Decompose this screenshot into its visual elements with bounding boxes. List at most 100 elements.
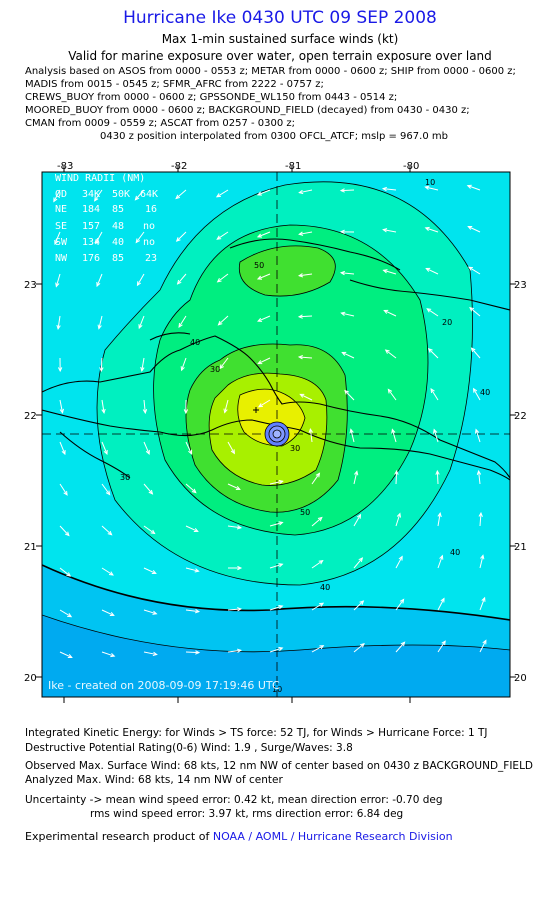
wind-arrow-shaft [299,189,313,194]
wind-arrow-head [382,269,388,274]
wind-arrow-shaft [95,231,103,244]
wind-arrow-shaft [143,609,157,615]
map-subtitle: Max 1-min sustained surface winds (kt) [161,32,399,46]
wind-arrow-shaft [437,598,445,611]
wind-arrow-head [387,388,393,394]
wind-arrow-shaft [217,273,229,283]
wind-arrow-head [433,428,438,434]
wind-arrow-shaft [385,349,397,359]
wind-arrow-head [180,366,185,372]
wind-arrow-head [152,651,158,657]
contour-68kt [237,388,306,447]
wind-arrow-head [110,653,116,658]
wind-arrow-shaft [185,567,199,572]
wind-radii-cell: 85 [112,204,124,215]
map-frame [41,171,511,698]
wind-arrow-head [140,366,145,372]
wind-arrow-shaft [353,600,364,611]
wind-arrow-shaft [269,480,283,485]
wind-arrow-shaft [94,189,103,202]
wind-arrow-head [256,233,262,238]
wind-arrow-head [441,640,446,646]
contour-label: 40 [480,388,490,397]
storm-center-marker [253,407,290,447]
wind-arrow-shaft [311,473,320,485]
wind-arrow-head [136,281,142,287]
wind-arrow-shaft [350,429,355,443]
wind-arrow-head [237,565,243,571]
wind-arrow-head [298,189,304,195]
wind-arrow-head [308,427,313,434]
wind-radii-cell: no [143,237,155,248]
lon-tick-label: -83 [57,161,73,172]
wind-arrow-head [194,568,200,573]
wind-arrow-shaft [473,388,481,401]
wind-radii-quadrant: NW [55,253,68,264]
wind-arrow-head [176,279,182,285]
wind-arrow-head [319,645,325,650]
wind-radii-table: WIND RADII (NM) QD 34K 50K 64K NE 184 85… [55,173,158,264]
wind-arrow-head [359,600,365,605]
wind-arrow-shaft [437,555,443,569]
wind-arrow-shaft [298,315,313,318]
wind-arrow-head [424,226,430,232]
analyzed-max-wind: Analyzed Max. Wind: 68 kts, 14 nm NW of … [25,774,283,786]
wind-arrow-shaft [437,640,446,653]
wind-arrow-head [103,449,108,456]
wind-arrow-head [56,324,61,330]
wind-arrow-head [138,324,143,330]
wind-arrow-shaft [311,560,323,569]
interpolation-note: 0430 z position interpolated from 0300 O… [100,131,448,142]
wind-arrow-head [394,469,399,475]
wind-arrow-shaft [469,307,481,317]
wind-arrow-head [97,324,102,330]
lat-tick-label: 22 [514,411,527,422]
wind-arrow-shaft [479,597,486,611]
wind-arrow-shaft [269,522,283,527]
wind-arrow-shaft [227,608,241,611]
wind-arrow-head [430,387,435,394]
wind-arrow-head [473,387,478,393]
wind-radii-cell: no [143,221,155,232]
source-line: MADIS from 0015 - 0545 z; SFMR_AFRC from… [25,79,324,90]
wind-arrow-head [427,348,433,353]
wind-radii-cell: 176 [82,253,100,264]
wind-arrow-head [236,648,243,653]
ike-summary: Integrated Kinetic Energy: for Winds > T… [25,727,488,739]
contour-label: 10 [272,685,282,694]
wind-arrow-shaft [96,273,103,287]
wind-arrow-shaft [185,609,199,613]
hrd-link[interactable]: NOAA / AOML / Hurricane Research Divisio… [212,830,453,843]
wind-arrow-head [109,612,115,617]
wind-arrow-head [437,512,442,518]
source-line: CMAN from 0009 - 0559 z; ASCAT from 0257… [25,118,296,129]
wind-arrow-head [278,479,284,485]
wind-arrow-head [391,428,396,434]
isla-coast [59,431,131,479]
wind-arrow-head [215,193,221,198]
wind-arrow-head [55,282,60,288]
source-line: CREWS_BUOY from 0000 - 0600 z; GPSSONDE_… [25,92,398,103]
wind-arrow-shaft [475,429,481,443]
wind-arrow-head [257,360,263,365]
wind-arrow-shaft [395,513,401,527]
wind-arrow-shaft [471,347,481,359]
wind-arrow-shaft [311,645,324,653]
wind-arrow-head [217,320,223,326]
wind-radii-cell: 134 [82,237,100,248]
wind-arrow-head [135,238,141,244]
wind-arrow-head [297,314,303,319]
wind-arrow-head [223,408,228,414]
wind-arrow-shaft [176,231,187,242]
wind-arrow-shaft [227,483,241,490]
wind-arrow-head [178,322,183,328]
wind-arrow-head [481,596,486,602]
wind-arrow-shaft [98,315,103,329]
wind-arrow-shaft [177,273,187,285]
wind-arrow-shaft [344,390,355,401]
wind-arrow-shaft [383,269,397,275]
wind-arrow-shaft [340,189,355,192]
wind-arrow-head [341,351,347,356]
wind-arrow-head [299,393,305,398]
lat-tick-label: 22 [24,411,37,422]
